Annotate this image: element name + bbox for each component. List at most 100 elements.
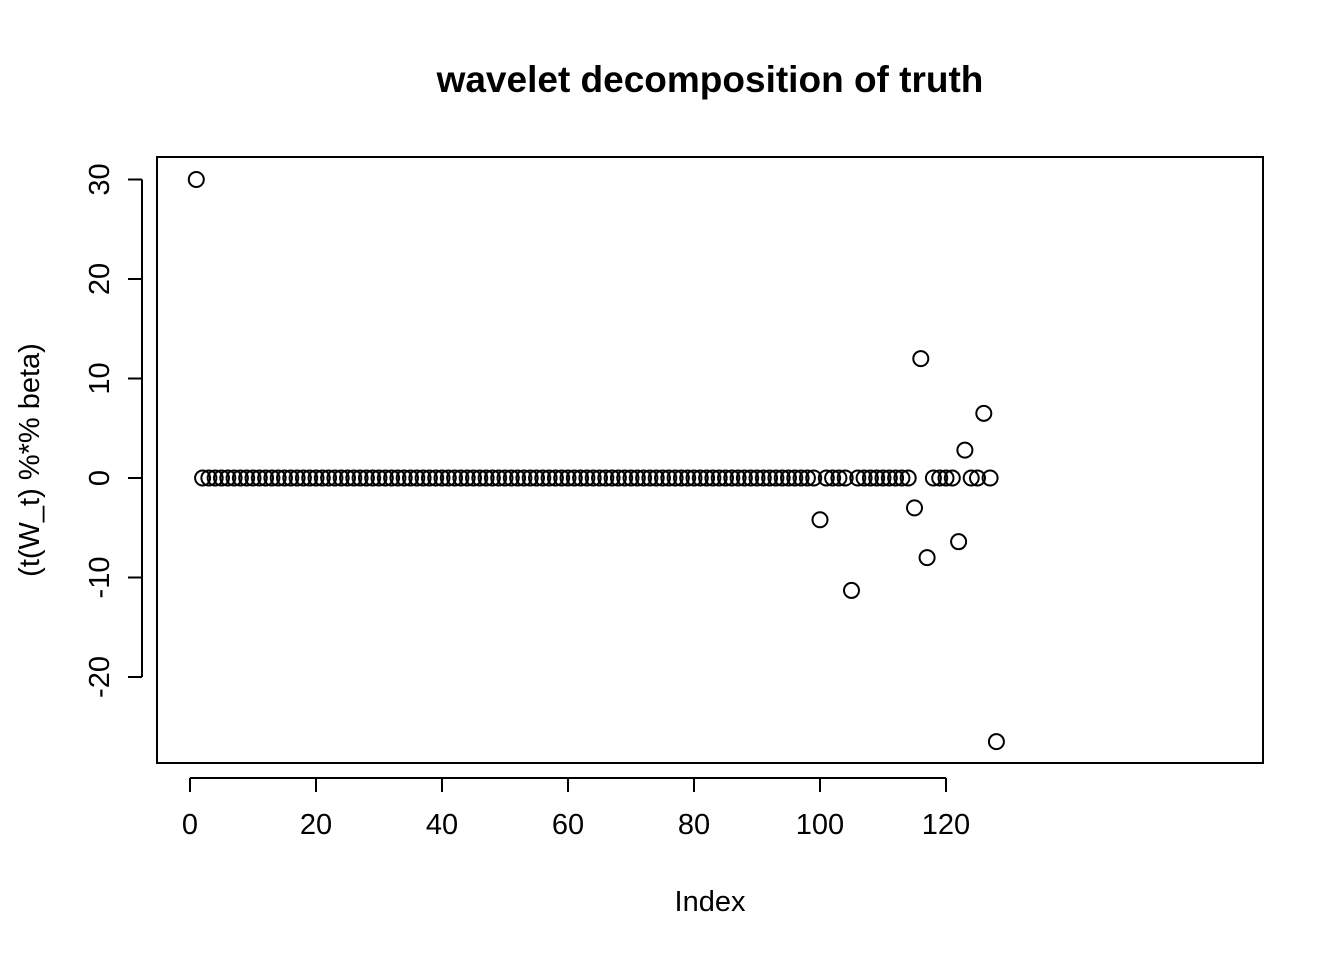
data-point — [754, 469, 772, 487]
data-point — [735, 469, 753, 487]
data-point — [276, 469, 293, 487]
data-point — [509, 469, 527, 487]
data-point — [849, 469, 867, 487]
data-point — [357, 469, 375, 487]
data-point — [452, 469, 470, 487]
data-point — [395, 469, 413, 487]
y-axis: -20 -10 0 10 20 30 — [84, 163, 143, 698]
x-tick-label: 100 — [796, 809, 844, 841]
data-point — [981, 469, 999, 487]
data-point — [729, 469, 747, 487]
data-point — [496, 469, 514, 487]
x-tick-label: 40 — [426, 809, 458, 841]
data-point — [225, 469, 243, 487]
data-point — [502, 469, 520, 487]
data-point — [257, 469, 275, 487]
data-points — [187, 171, 1005, 751]
data-point — [553, 469, 571, 487]
x-tick-label: 0 — [182, 809, 198, 841]
y-tick-label: 30 — [84, 163, 116, 195]
data-point — [351, 469, 369, 487]
data-point — [439, 469, 457, 487]
data-point — [540, 469, 558, 487]
data-point — [691, 469, 709, 487]
data-point — [698, 469, 716, 487]
data-point — [213, 469, 230, 487]
data-point — [458, 469, 476, 487]
data-point — [528, 469, 545, 487]
data-point — [483, 469, 501, 487]
data-point — [402, 469, 419, 487]
y-tick-label: 10 — [84, 362, 116, 394]
data-point — [294, 469, 312, 487]
y-tick-label: 20 — [84, 263, 116, 295]
data-point — [761, 469, 779, 487]
x-tick-label: 20 — [300, 809, 332, 841]
data-point — [830, 469, 848, 487]
data-point — [969, 469, 986, 487]
data-point — [389, 469, 407, 487]
data-point — [893, 469, 911, 487]
data-point — [887, 469, 905, 487]
data-point — [572, 469, 590, 487]
data-point — [874, 469, 892, 487]
data-point — [717, 469, 734, 487]
data-point — [427, 469, 445, 487]
data-point — [868, 469, 886, 487]
data-point — [786, 469, 804, 487]
data-point — [962, 469, 980, 487]
data-point — [767, 469, 785, 487]
data-point — [654, 469, 671, 487]
data-point — [679, 469, 697, 487]
data-point — [817, 469, 835, 487]
data-point — [609, 469, 627, 487]
data-point — [836, 469, 854, 487]
data-point — [206, 469, 224, 487]
y-tick-label: -10 — [84, 557, 116, 599]
data-point — [534, 469, 552, 487]
data-point — [546, 469, 564, 487]
data-point — [521, 469, 539, 487]
data-point — [622, 469, 640, 487]
data-point — [616, 469, 634, 487]
data-point — [282, 469, 300, 487]
data-point — [798, 469, 816, 487]
data-point — [824, 469, 842, 487]
data-point — [339, 469, 356, 487]
data-point — [855, 469, 873, 487]
data-point — [943, 469, 961, 487]
data-point — [843, 581, 860, 599]
data-point — [975, 404, 993, 422]
data-point — [742, 469, 760, 487]
data-point — [647, 469, 665, 487]
data-point — [792, 469, 810, 487]
x-tick-label: 120 — [922, 809, 970, 841]
data-point — [912, 350, 930, 368]
data-point — [685, 469, 703, 487]
data-point — [219, 469, 237, 487]
data-point — [584, 469, 602, 487]
data-point — [250, 469, 268, 487]
data-point — [408, 469, 426, 487]
data-point — [899, 469, 917, 487]
data-point — [880, 469, 898, 487]
data-point — [811, 511, 829, 529]
data-point — [200, 469, 218, 487]
data-point — [307, 469, 325, 487]
data-point — [320, 469, 338, 487]
data-point — [376, 469, 394, 487]
y-tick-label: -20 — [84, 656, 116, 698]
data-point — [660, 469, 678, 487]
data-point — [288, 469, 306, 487]
data-point — [565, 469, 583, 487]
data-point — [559, 469, 577, 487]
data-point — [603, 469, 621, 487]
data-point — [326, 469, 344, 487]
data-point — [490, 469, 508, 487]
data-point — [465, 469, 482, 487]
data-point — [446, 469, 464, 487]
data-point — [345, 469, 363, 487]
data-point — [433, 469, 451, 487]
data-point — [231, 469, 249, 487]
data-point — [420, 469, 438, 487]
